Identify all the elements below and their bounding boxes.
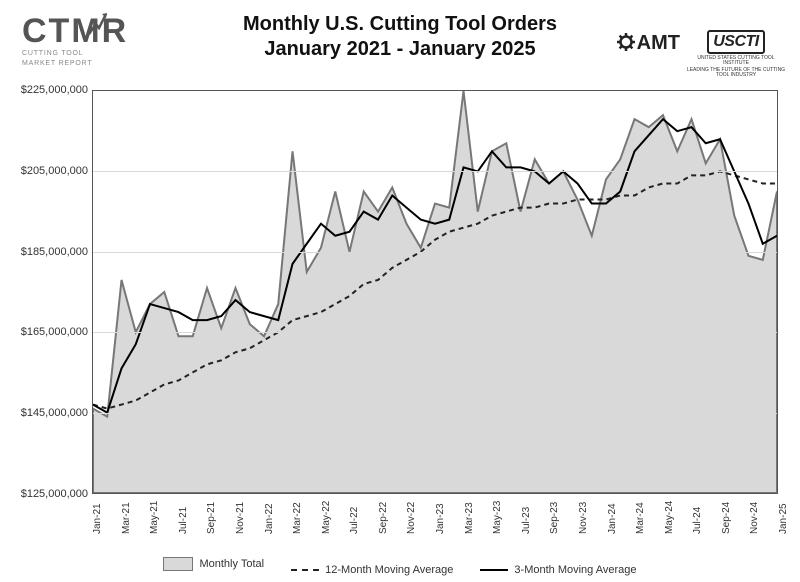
x-tick-label: Jul-23 <box>521 507 523 534</box>
x-tick-label: Jan-23 <box>435 503 437 534</box>
x-tick-label: Jul-22 <box>349 507 351 534</box>
x-tick-label: May-24 <box>664 501 666 534</box>
x-tick-label: Jan-24 <box>607 503 609 534</box>
x-tick-label: Mar-22 <box>292 502 294 534</box>
y-tick-label: $145,000,000 <box>21 407 88 419</box>
grid-line <box>93 332 777 333</box>
y-tick-label: $205,000,000 <box>21 165 88 177</box>
grid-line <box>93 252 777 253</box>
x-tick-label: Jan-25 <box>778 503 780 534</box>
legend-swatch-dash <box>291 569 319 571</box>
chart-title: Monthly U.S. Cutting Tool Orders January… <box>0 12 800 62</box>
logo-uscti-sub: UNITED STATES CUTTING TOOL INSTITUTE <box>686 56 786 66</box>
grid-line <box>93 171 777 172</box>
x-tick-label: Sep-23 <box>549 502 551 534</box>
legend-item-ma12: 12-Month Moving Average <box>291 564 453 576</box>
legend-label-ma3: 3-Month Moving Average <box>514 564 636 576</box>
x-tick-label: Nov-24 <box>749 502 751 534</box>
x-tick-label: May-21 <box>149 501 151 534</box>
legend: Monthly Total 12-Month Moving Average 3-… <box>0 557 800 576</box>
legend-item-ma3: 3-Month Moving Average <box>480 564 636 576</box>
x-tick-label: Jan-21 <box>92 503 94 534</box>
title-line-2: January 2021 - January 2025 <box>264 38 535 60</box>
chart: $125,000,000 $145,000,000 $165,000,000 $185… <box>14 84 786 540</box>
logo-amt-text: AMT <box>637 32 680 54</box>
logo-uscti: USCTI UNITED STATES CUTTING TOOL INSTITU… <box>686 30 786 78</box>
legend-swatch-line <box>480 569 508 571</box>
x-tick-label: Mar-23 <box>464 502 466 534</box>
x-tick-label: Sep-21 <box>206 502 208 534</box>
gear-icon <box>617 33 635 51</box>
y-tick-label: $225,000,000 <box>21 84 88 96</box>
title-line-1: Monthly U.S. Cutting Tool Orders <box>243 13 557 35</box>
plot-svg <box>93 91 777 493</box>
x-tick-label: Jul-21 <box>178 507 180 534</box>
x-tick-label: Sep-24 <box>721 502 723 534</box>
logo-amt: AMT <box>617 32 680 55</box>
x-tick-label: May-23 <box>492 501 494 534</box>
x-tick-label: Jan-22 <box>264 503 266 534</box>
report-page: { "header": { "title_line1": "Monthly U.… <box>0 0 800 582</box>
legend-item-monthly: Monthly Total <box>163 557 264 571</box>
x-tick-label: Mar-21 <box>121 502 123 534</box>
x-tick-label: Nov-21 <box>235 502 237 534</box>
y-axis: $125,000,000$145,000,000$165,000,000$185… <box>14 90 92 494</box>
x-tick-label: Jul-24 <box>692 507 694 534</box>
y-tick-label: $165,000,000 <box>21 326 88 338</box>
logo-uscti-tagline: LEADING THE FUTURE OF THE CUTTING TOOL I… <box>686 68 786 78</box>
y-tick-label: $185,000,000 <box>21 246 88 258</box>
legend-swatch-area <box>163 557 193 571</box>
x-tick-label: Nov-22 <box>406 502 408 534</box>
y-tick-label: $125,000,000 <box>21 488 88 500</box>
x-axis: Jan-21 Mar-21 May-21 Jul-21 Sep-21 Nov-21 Jan-… <box>92 494 778 540</box>
header: CTMR CUTTING TOOL MARKET REPORT Monthly … <box>0 8 800 82</box>
series-monthly-total <box>93 91 777 493</box>
x-tick-label: Nov-23 <box>578 502 580 534</box>
legend-label-ma12: 12-Month Moving Average <box>325 564 453 576</box>
legend-label-monthly: Monthly Total <box>199 558 264 570</box>
x-tick-label: May-22 <box>321 501 323 534</box>
x-tick-label: Sep-22 <box>378 502 380 534</box>
grid-line <box>93 413 777 414</box>
logo-uscti-text: USCTI <box>707 30 765 54</box>
plot-area <box>92 90 778 494</box>
x-tick-label: Mar-24 <box>635 502 637 534</box>
